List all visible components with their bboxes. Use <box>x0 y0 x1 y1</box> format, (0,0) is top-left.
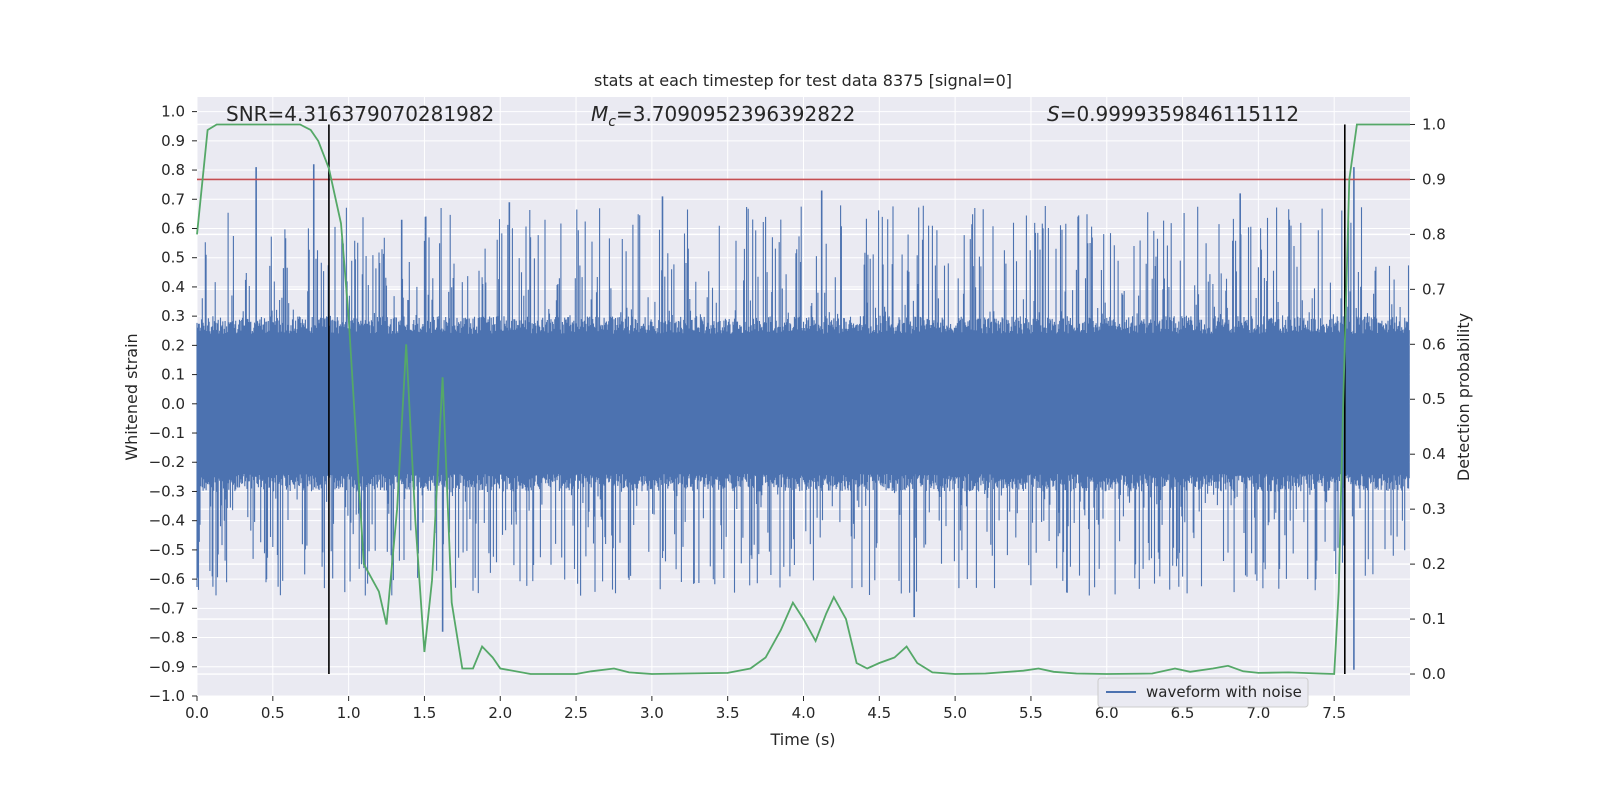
left-tick-label: 0.0 <box>161 395 185 413</box>
x-tick-label: 2.5 <box>564 704 588 722</box>
x-tick-label: 1.0 <box>337 704 361 722</box>
left-tick-label: 0.3 <box>161 307 185 325</box>
right-tick-label: 0.1 <box>1422 610 1446 628</box>
right-tick-label: 0.3 <box>1422 500 1446 518</box>
left-tick-label: 0.1 <box>161 366 185 384</box>
left-tick-label: −0.3 <box>149 482 185 500</box>
chirp-mass-subscript: c <box>608 114 616 130</box>
x-tick-label: 4.0 <box>792 704 816 722</box>
right-tick-label: 0.2 <box>1422 555 1446 573</box>
waveform-line <box>196 205 1410 596</box>
left-tick-label: −0.5 <box>149 541 185 559</box>
x-tick-label: 6.5 <box>1171 704 1195 722</box>
left-axis-ticks: 1.0 0.9 0.8 0.7 0.6 0.5 0.4 0.3 0.2 0.1 0.0 −0.1 −0.… <box>149 103 197 705</box>
left-tick-label: 0.8 <box>161 161 185 179</box>
left-tick-label: −0.8 <box>149 629 185 647</box>
right-tick-label: 0.7 <box>1422 280 1446 298</box>
y-axis-label-left: Whitened strain <box>122 333 141 460</box>
left-tick-label: 1.0 <box>161 103 185 121</box>
x-tick-label: 3.5 <box>716 704 740 722</box>
x-tick-label: 1.5 <box>413 704 437 722</box>
chirp-mass-symbol: M <box>591 102 608 126</box>
right-tick-label: 0.9 <box>1422 170 1446 188</box>
left-tick-label: −0.2 <box>149 453 185 471</box>
legend-box <box>1097 677 1309 708</box>
left-tick-label: 0.7 <box>161 190 185 208</box>
legend-label: waveform with noise <box>1146 683 1302 701</box>
overlay-lines <box>196 123 1410 675</box>
x-tick-label: 7.5 <box>1322 704 1346 722</box>
significance-value: =0.9999359846115112 <box>1060 102 1299 126</box>
x-tick-label: 6.0 <box>1095 704 1119 722</box>
right-tick-label: 0.4 <box>1422 445 1446 463</box>
left-tick-label: −0.4 <box>149 512 185 530</box>
legend: waveform with noise <box>1097 677 1309 708</box>
right-tick-label: 0.0 <box>1422 665 1446 683</box>
y-axis-label-right: Detection probability <box>1454 313 1473 481</box>
left-tick-label: 0.4 <box>161 278 185 296</box>
x-tick-label: 0.0 <box>185 704 209 722</box>
x-tick-label: 7.0 <box>1246 704 1270 722</box>
x-tick-label: 5.5 <box>1019 704 1043 722</box>
left-tick-label: −0.6 <box>149 570 185 588</box>
left-tick-label: −1.0 <box>149 687 185 705</box>
significance-symbol: S <box>1047 102 1060 126</box>
probability-line <box>196 123 1410 675</box>
x-tick-label: 4.5 <box>867 704 891 722</box>
left-tick-label: −0.9 <box>149 658 185 676</box>
right-tick-label: 0.6 <box>1422 335 1446 353</box>
x-tick-label: 0.5 <box>261 704 285 722</box>
x-tick-label: 5.0 <box>943 704 967 722</box>
left-tick-label: 0.6 <box>161 219 185 237</box>
left-tick-label: 0.5 <box>161 249 185 267</box>
chart-title: stats at each timestep for test data 837… <box>594 71 1012 90</box>
snr-annotation: SNR=4.316379070281982 <box>226 102 494 126</box>
right-tick-label: 0.8 <box>1422 225 1446 243</box>
chirp-mass-value: =3.7090952396392822 <box>616 102 855 126</box>
right-tick-label: 0.5 <box>1422 390 1446 408</box>
left-tick-label: −0.1 <box>149 424 185 442</box>
x-axis-label: Time (s) <box>769 730 835 749</box>
x-axis-ticks: 0.0 0.5 1.0 1.5 2.0 2.5 3.0 3.5 4.0 4.5 5.0 5.5 6.0 6… <box>185 696 1346 722</box>
right-tick-label: 1.0 <box>1422 115 1446 133</box>
x-tick-label: 3.0 <box>640 704 664 722</box>
waveform-series <box>196 164 1410 670</box>
left-tick-label: −0.7 <box>149 599 185 617</box>
right-axis-ticks: 1.0 0.9 0.8 0.7 0.6 0.5 0.4 0.3 0.2 0.1 0.0 <box>1410 115 1446 683</box>
left-tick-label: 0.2 <box>161 336 185 354</box>
x-tick-label: 2.0 <box>488 704 512 722</box>
chirp-mass-annotation: Mc=3.7090952396392822 <box>591 102 855 130</box>
significance-annotation: S=0.9999359846115112 <box>1047 102 1299 126</box>
left-tick-label: 0.9 <box>161 132 185 150</box>
